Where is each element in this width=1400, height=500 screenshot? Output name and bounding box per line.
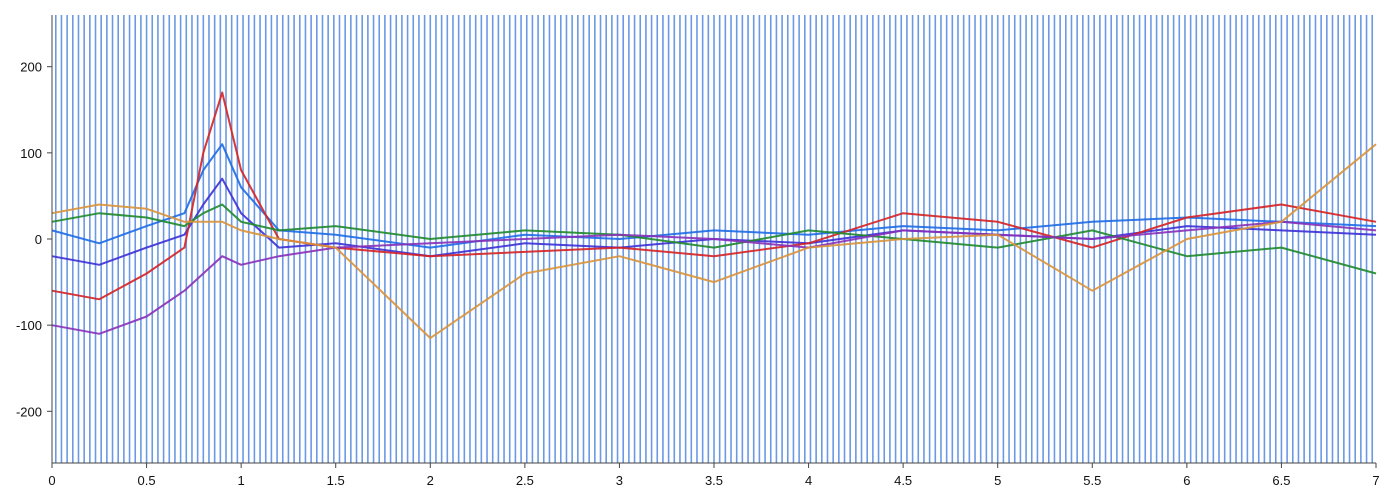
trace-line xyxy=(51,220,1377,335)
x-tick-label: 1.5 xyxy=(327,473,345,488)
x-tick-label: 1 xyxy=(238,473,245,488)
y-tick-label: 0 xyxy=(35,232,42,247)
x-tick-label: 0 xyxy=(48,473,55,488)
x-tick-label: 6.5 xyxy=(1272,473,1290,488)
y-tick-label: -100 xyxy=(16,318,42,333)
x-tick-label: 4 xyxy=(805,473,812,488)
x-tick-label: 4.5 xyxy=(894,473,912,488)
x-tick-label: 3.5 xyxy=(705,473,723,488)
x-tick-label: 0.5 xyxy=(138,473,156,488)
x-tick-label: 2 xyxy=(427,473,434,488)
x-tick-label: 7 xyxy=(1372,473,1379,488)
y-tick-label: -200 xyxy=(16,404,42,419)
x-tick-label: 2.5 xyxy=(516,473,534,488)
x-tick-label: 6 xyxy=(1183,473,1190,488)
x-tick-label: 3 xyxy=(616,473,623,488)
y-tick-label: 200 xyxy=(20,60,42,75)
y-tick-label: 100 xyxy=(20,146,42,161)
x-axis-ticks: 0 0.5 1 1.5 2 2.5 3 3.5 4 4.5 5 5.5 6 6.5 7 xyxy=(48,463,1380,488)
x-tick-label: 5 xyxy=(994,473,1001,488)
trace-line xyxy=(51,203,1377,275)
trace-line xyxy=(51,143,1377,340)
x-tick-label: 5.5 xyxy=(1083,473,1101,488)
trace-series xyxy=(51,91,1377,340)
y-axis-ticks: -200 -100 0 100 200 xyxy=(16,60,52,419)
trace-line xyxy=(51,91,1377,301)
